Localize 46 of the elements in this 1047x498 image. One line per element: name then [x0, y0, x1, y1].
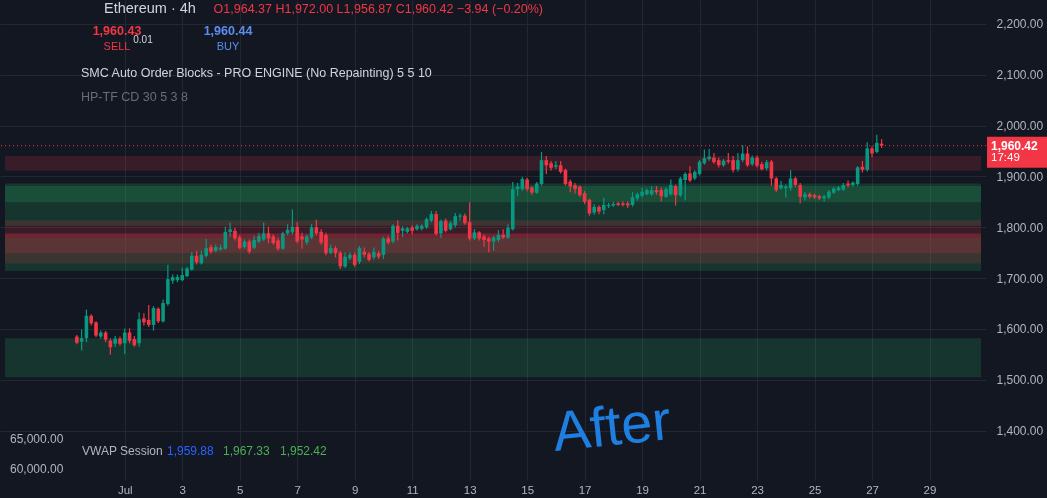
- candlestick: [841, 182, 846, 191]
- annotation: 1,967.33: [223, 444, 271, 458]
- annotation: SMC Auto Order Blocks - PRO ENGINE (No Repainting) 5 5 10: [81, 66, 432, 80]
- x-tick-label: 21: [693, 483, 707, 496]
- x-tick-label: 13: [463, 483, 477, 496]
- annotation: After: [549, 388, 674, 464]
- x-tick-label: 5: [237, 483, 244, 496]
- y-tick-label: 1,700.00: [996, 271, 1044, 286]
- y-tick-label: 2,100.00: [996, 68, 1044, 83]
- annotation: 1,960.44: [203, 24, 253, 38]
- y-tick-label: 1,800.00: [996, 220, 1044, 235]
- candlestick: [592, 204, 596, 215]
- y-tick-label: 1,400.00: [996, 424, 1044, 439]
- x-tick-label: 25: [808, 483, 822, 496]
- annotation: BUY: [216, 40, 240, 52]
- annotation: 60,000.00: [10, 462, 64, 476]
- y-tick-label: 2,000.00: [996, 119, 1044, 134]
- candlestick: [213, 244, 218, 253]
- x-tick-label: 19: [636, 483, 649, 496]
- y-tick-label: 1,600.00: [996, 322, 1044, 337]
- y-tick-label: 1,900.00: [996, 169, 1044, 184]
- annotation: 1,952.42: [280, 444, 328, 458]
- candlestick: [328, 244, 333, 255]
- x-tick-label: 3: [179, 483, 186, 496]
- y-tick-label: 1,500.00: [996, 373, 1044, 388]
- x-tick-label: 17: [578, 483, 592, 496]
- annotation: 1,959.88: [167, 444, 215, 458]
- y-tick-label: 2,200.00: [996, 17, 1044, 32]
- x-tick-label: 29: [923, 483, 937, 496]
- chart-title: Ethereum · 4h: [104, 0, 196, 16]
- annotation: VWAP Session: [82, 444, 163, 458]
- text: 17:49: [991, 151, 1020, 163]
- annotation: HP-TF CD 30 5 3 8: [81, 90, 189, 104]
- candlestick: [807, 192, 812, 199]
- x-tick-label: 7: [294, 483, 301, 496]
- candlestick: [410, 225, 414, 235]
- x-tick-label: 9: [351, 483, 359, 496]
- annotation: SELL: [103, 40, 131, 52]
- x-tick-label: Jul: [117, 483, 133, 496]
- x-tick-label: 11: [406, 483, 419, 496]
- x-tick-label: 23: [751, 483, 764, 496]
- x-tick-label: 27: [866, 483, 879, 496]
- annotation: 65,000.00: [10, 432, 64, 446]
- ref-line-label: 1,960.42: [991, 138, 1039, 153]
- chart-subtitle: O1,964.37 H1,972.00 L1,956.87 C1,960.42 −3.94 (−0.20%): [213, 2, 544, 16]
- x-tick-label: 15: [521, 483, 535, 496]
